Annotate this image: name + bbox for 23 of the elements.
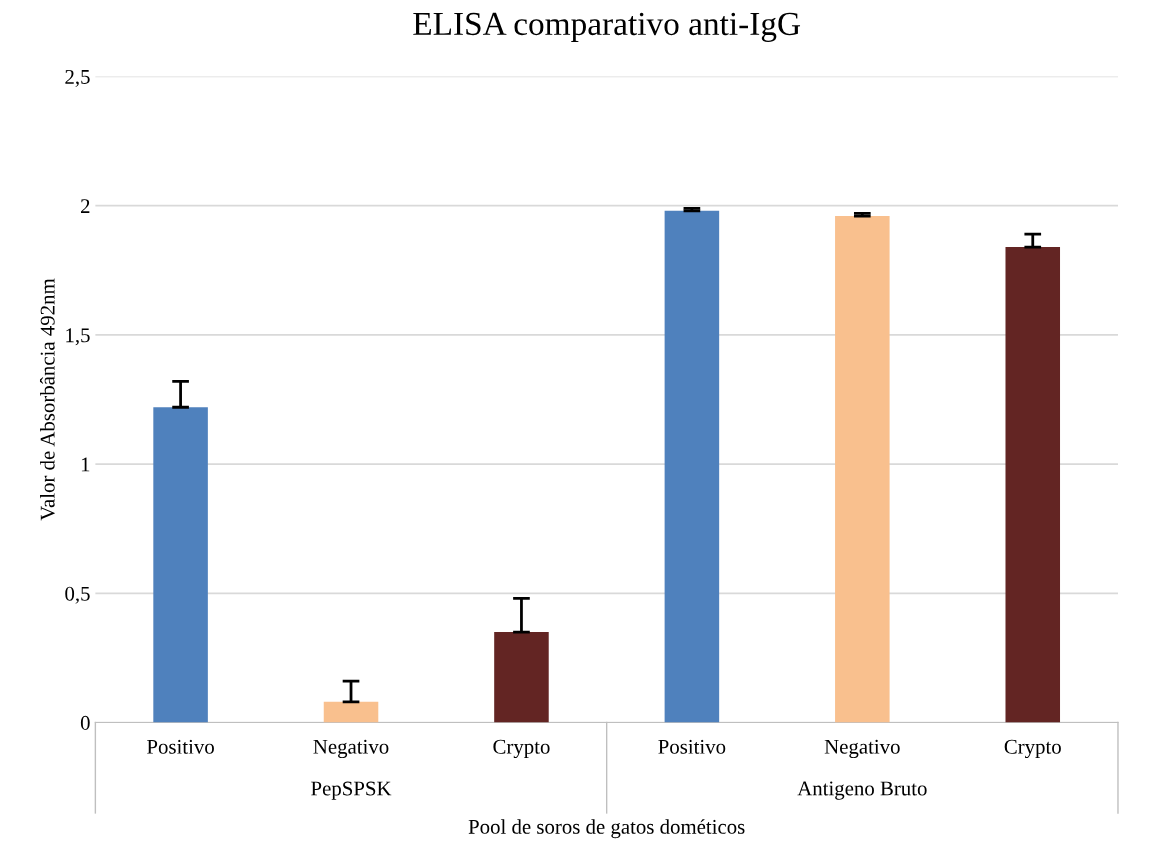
- y-tick-label: 2: [81, 199, 90, 213]
- bar: [1005, 247, 1061, 723]
- y-axis-title: Valor de Absorbância 492nm: [39, 278, 55, 521]
- bar: [664, 210, 720, 723]
- x-axis-title: Pool de soros de gatos dométicos: [468, 819, 745, 839]
- x-tick-label: Positivo: [147, 739, 214, 754]
- bar: [494, 632, 549, 723]
- bar: [835, 216, 890, 723]
- x-tick-label: Negativo: [313, 739, 389, 759]
- y-tick-label: 1,5: [66, 328, 90, 346]
- y-tick-label: 1: [81, 457, 90, 472]
- x-tick-label: Positivo: [658, 739, 726, 754]
- chart-title: ELISA comparativo anti-IgG: [413, 12, 801, 43]
- bar: [323, 701, 379, 723]
- x-tick-label: Crypto: [1004, 739, 1061, 759]
- text: Antigeno Bruto: [797, 781, 927, 800]
- text: PepSPSK: [311, 781, 392, 800]
- y-tick-label: 0: [80, 715, 90, 730]
- x-tick-label: Negativo: [824, 739, 900, 759]
- bar: [153, 407, 208, 723]
- y-tick-label: 0,5: [65, 586, 90, 604]
- y-tick-label: 2,5: [65, 69, 90, 87]
- x-tick-label: Crypto: [493, 739, 550, 759]
